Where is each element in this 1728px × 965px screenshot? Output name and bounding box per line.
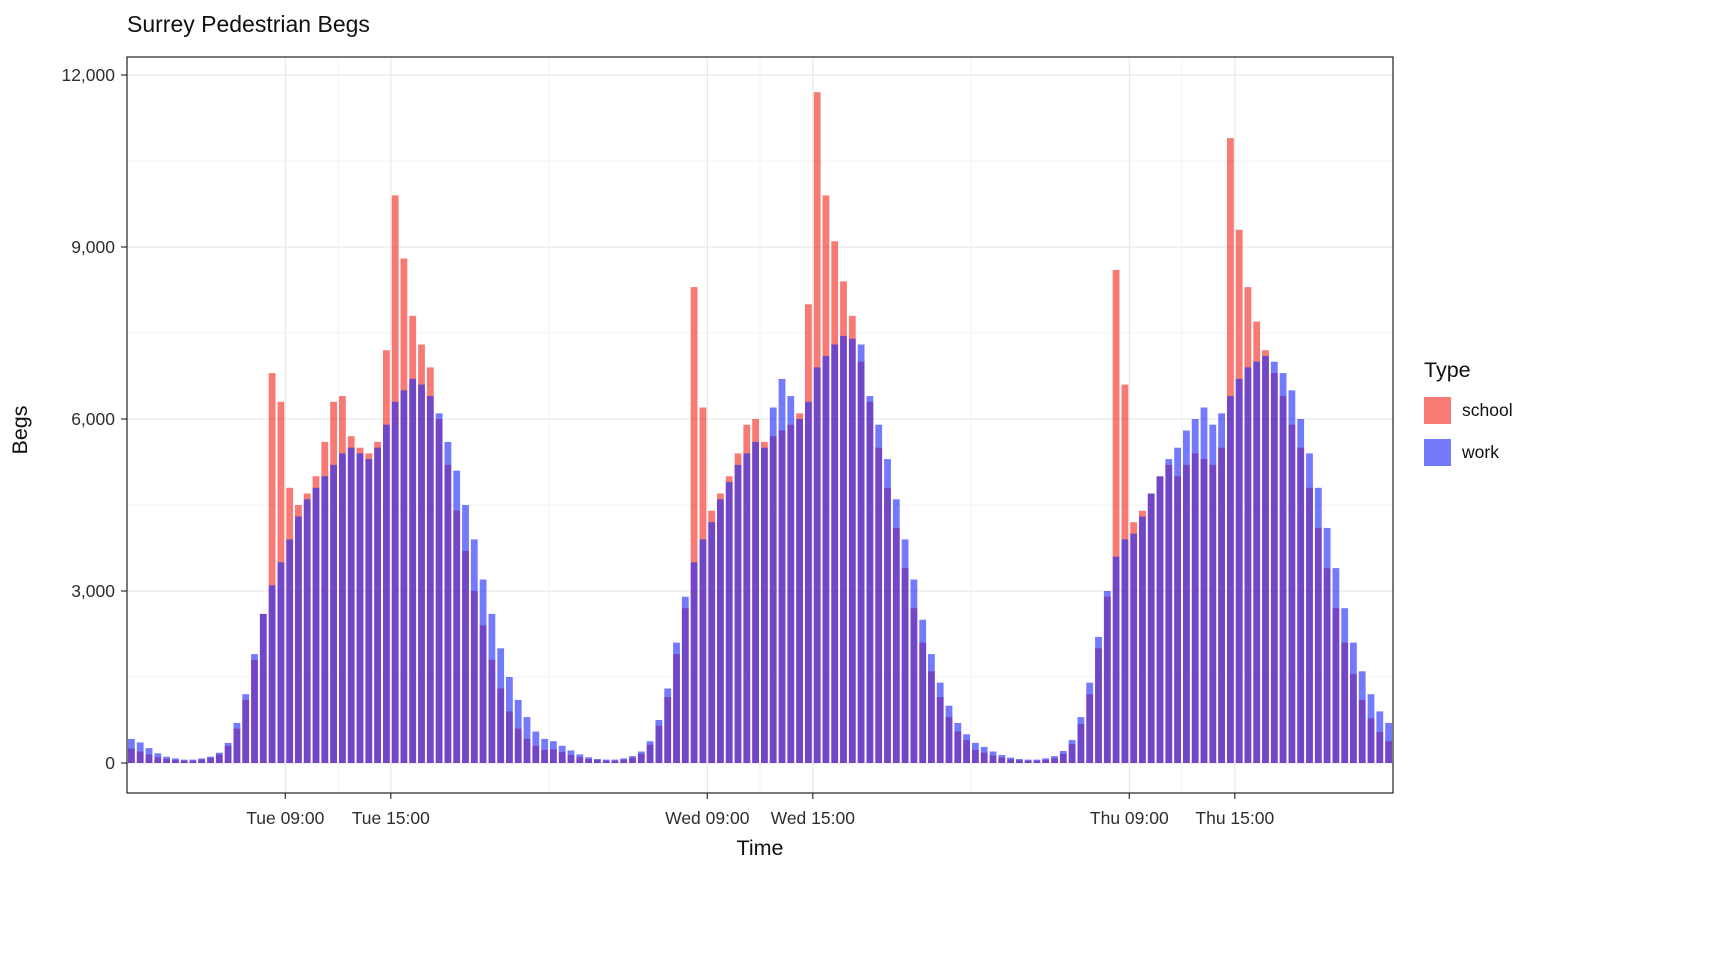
legend-label-work: work	[1462, 442, 1499, 462]
y-axis-title: Begs	[8, 405, 32, 455]
x-tick-label: Tue 15:00	[352, 808, 430, 828]
y-tick-label: 6,000	[71, 409, 115, 429]
x-tick-label: Thu 09:00	[1090, 808, 1169, 828]
y-tick-label: 9,000	[71, 237, 115, 257]
y-tick-label: 12,000	[61, 65, 115, 85]
legend-swatch-work	[1424, 439, 1451, 466]
legend-title: Type	[1424, 358, 1471, 382]
legend-item-work: work	[1424, 439, 1513, 466]
x-tick-label: Wed 09:00	[665, 808, 750, 828]
y-tick-label: 3,000	[71, 581, 115, 601]
legend: Type school work	[1424, 358, 1513, 481]
x-axis-title: Time	[736, 836, 784, 860]
legend-item-school: school	[1424, 397, 1513, 424]
chart-title: Surrey Pedestrian Begs	[127, 11, 370, 37]
x-tick-label: Wed 15:00	[771, 808, 856, 828]
legend-swatch-school	[1424, 397, 1451, 424]
x-tick-label: Tue 09:00	[246, 808, 324, 828]
legend-label-school: school	[1462, 400, 1513, 420]
y-tick-label: 0	[105, 753, 115, 773]
x-tick-label: Thu 15:00	[1195, 808, 1274, 828]
